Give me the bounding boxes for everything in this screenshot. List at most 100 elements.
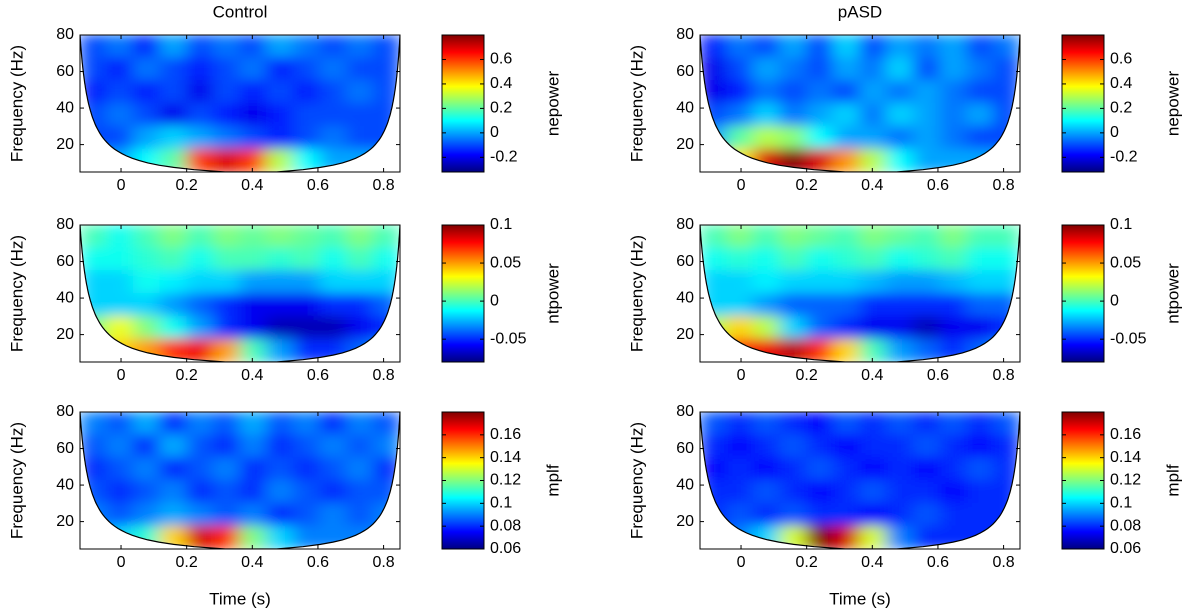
heat-cell xyxy=(912,457,941,481)
heat-cell xyxy=(186,293,214,317)
heat-cell xyxy=(212,315,241,340)
colorbar-tick-label: 0.05 xyxy=(490,254,521,271)
heat-cell xyxy=(239,148,268,172)
heat-cell xyxy=(239,80,268,104)
heat-cell xyxy=(346,225,374,249)
heat-cell xyxy=(346,502,374,527)
colorbar-tick-label: 0.06 xyxy=(490,540,521,557)
heat-cell xyxy=(292,80,321,104)
heat-cell xyxy=(886,57,914,82)
heat-cell xyxy=(726,125,754,150)
heat-cell xyxy=(292,125,321,150)
x-tick-label: 0 xyxy=(117,554,126,571)
heat-cell xyxy=(319,125,348,150)
heat-cell xyxy=(106,247,134,272)
heat-cell xyxy=(912,293,941,317)
panel-title: Control xyxy=(213,2,268,21)
heat-cell xyxy=(726,35,754,59)
heat-cell xyxy=(239,247,268,272)
heat-cell xyxy=(186,270,214,294)
heat-cell xyxy=(266,80,294,104)
heat-cell xyxy=(372,225,400,249)
heat-cell xyxy=(779,480,808,504)
y-tick-label: 60 xyxy=(56,63,74,80)
heat-cell xyxy=(186,525,214,549)
colorbar-tick-label: -0.05 xyxy=(490,330,527,347)
heat-cell xyxy=(726,480,754,504)
colorbar xyxy=(441,411,485,550)
heat-cell xyxy=(292,35,321,59)
heat-cell xyxy=(106,293,134,317)
heat-cell xyxy=(186,338,214,362)
heat-cell xyxy=(832,80,861,104)
heat-cell xyxy=(832,457,861,481)
heat-cell xyxy=(726,502,754,527)
x-tick-label: 0.8 xyxy=(992,367,1014,384)
heat-cell xyxy=(859,35,888,59)
heat-cell xyxy=(106,270,134,294)
heat-cell xyxy=(992,247,1020,272)
heat-cell xyxy=(266,35,294,59)
heat-cell xyxy=(159,80,188,104)
heat-cell xyxy=(886,480,914,504)
heat-cell xyxy=(779,457,808,481)
heat-cell xyxy=(106,57,134,82)
heat-cell xyxy=(106,80,134,104)
colorbar-tick-label: 0.16 xyxy=(490,426,521,443)
heat-cell xyxy=(346,103,374,127)
colorbar-tick-label: 0.1 xyxy=(490,495,512,512)
heat-cell xyxy=(372,412,400,436)
heat-cell xyxy=(912,480,941,504)
heat-cell xyxy=(212,125,241,150)
heat-cell xyxy=(886,35,914,59)
heat-cell xyxy=(186,480,214,504)
heatmap-cells xyxy=(80,35,400,172)
heat-cell xyxy=(319,315,348,340)
heat-cell xyxy=(726,270,754,294)
heat-cell xyxy=(832,480,861,504)
heat-cell xyxy=(939,57,968,82)
colorbar-tick-label: 0.05 xyxy=(1110,254,1141,271)
x-tick-label: 0.4 xyxy=(861,554,883,571)
heat-cell xyxy=(886,315,914,340)
heat-cell xyxy=(912,225,941,249)
heat-cell xyxy=(939,125,968,150)
heat-cell xyxy=(346,125,374,150)
heat-cell xyxy=(806,480,834,504)
heat-cell xyxy=(132,480,161,504)
x-tick-label: 0.4 xyxy=(861,367,883,384)
heat-cell xyxy=(186,148,214,172)
y-tick-label: 20 xyxy=(676,136,694,153)
heat-cell xyxy=(886,434,914,459)
heat-cell xyxy=(700,434,728,459)
y-axis-label: Frequency (Hz) xyxy=(627,422,646,539)
heat-cell xyxy=(132,103,161,127)
heat-cell xyxy=(859,412,888,436)
heat-cell xyxy=(292,434,321,459)
coi-line xyxy=(700,412,1020,549)
heat-cell xyxy=(212,502,241,527)
heat-cell xyxy=(292,480,321,504)
heat-cell xyxy=(806,270,834,294)
heat-cell xyxy=(966,57,994,82)
heat-cell xyxy=(832,502,861,527)
heat-cell xyxy=(239,57,268,82)
heat-cell xyxy=(186,412,214,436)
heat-cell xyxy=(266,225,294,249)
heat-cell xyxy=(212,80,241,104)
y-axis-label: Frequency (Hz) xyxy=(627,45,646,162)
heat-cell xyxy=(806,57,834,82)
colorbar-label: ntpower xyxy=(1163,263,1182,324)
heat-cell xyxy=(859,525,888,549)
heat-cell xyxy=(159,315,188,340)
heat-cell xyxy=(886,247,914,272)
heat-cell xyxy=(832,35,861,59)
heat-cell xyxy=(752,293,781,317)
y-axis-label: Frequency (Hz) xyxy=(7,235,26,352)
heat-cell xyxy=(912,502,941,527)
heat-cell xyxy=(859,103,888,127)
y-axis-label: Frequency (Hz) xyxy=(7,45,26,162)
heat-cell xyxy=(239,225,268,249)
heat-cell xyxy=(266,457,294,481)
heat-cell xyxy=(159,57,188,82)
